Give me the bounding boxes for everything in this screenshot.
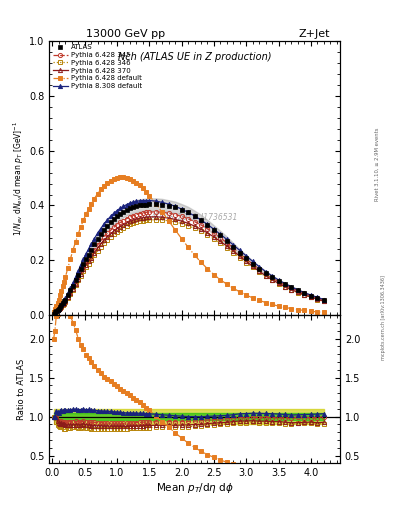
ATLAS <box>89 247 94 253</box>
Pythia 6.428 346 <box>79 272 83 279</box>
Line: Pythia 6.428 345: Pythia 6.428 345 <box>51 210 326 316</box>
Pythia 6.428 default <box>270 302 274 308</box>
Pythia 6.428 370 <box>309 294 313 300</box>
Pythia 6.428 346 <box>153 217 158 223</box>
Text: 13000 GeV pp: 13000 GeV pp <box>86 29 165 39</box>
Pythia 8.308 default <box>89 241 94 247</box>
ATLAS <box>321 297 326 303</box>
Pythia 6.428 345 <box>89 252 94 258</box>
Pythia 6.428 346 <box>309 294 313 301</box>
Text: ATLAS_2019_I1736531: ATLAS_2019_I1736531 <box>151 212 238 221</box>
Pythia 6.428 370 <box>153 214 158 220</box>
ATLAS <box>147 201 152 207</box>
Line: Pythia 6.428 370: Pythia 6.428 370 <box>51 215 326 316</box>
Line: Pythia 6.428 default: Pythia 6.428 default <box>51 175 326 314</box>
ATLAS <box>51 311 56 317</box>
Pythia 6.428 345 <box>270 275 274 281</box>
Legend: ATLAS, Pythia 6.428 345, Pythia 6.428 346, Pythia 6.428 370, Pythia 6.428 defaul: ATLAS, Pythia 6.428 345, Pythia 6.428 34… <box>51 43 143 91</box>
Pythia 6.428 default <box>51 309 56 315</box>
Pythia 8.308 default <box>309 292 313 298</box>
Pythia 6.428 346 <box>134 219 139 225</box>
Pythia 6.428 345 <box>321 297 326 303</box>
Pythia 6.428 default <box>309 308 313 314</box>
ATLAS <box>134 203 139 209</box>
Pythia 6.428 345 <box>309 293 313 299</box>
Pythia 6.428 345 <box>115 222 119 228</box>
Y-axis label: Ratio to ATLAS: Ratio to ATLAS <box>17 358 26 420</box>
ATLAS <box>79 266 83 272</box>
Pythia 6.428 default <box>79 224 83 230</box>
X-axis label: Mean $p_{T}$/d$\eta$ d$\phi$: Mean $p_{T}$/d$\eta$ d$\phi$ <box>156 481 233 495</box>
Pythia 6.428 345 <box>153 209 158 215</box>
Pythia 8.308 default <box>51 311 56 317</box>
Pythia 6.428 346 <box>321 298 326 305</box>
Line: ATLAS: ATLAS <box>51 202 326 316</box>
Pythia 6.428 370 <box>79 271 83 277</box>
Text: mcplots.cern.ch [arXiv:1306.3436]: mcplots.cern.ch [arXiv:1306.3436] <box>381 275 386 360</box>
Pythia 6.428 346 <box>89 257 94 263</box>
ATLAS <box>309 293 313 299</box>
Text: Rivet 3.1.10, ≥ 2.9M events: Rivet 3.1.10, ≥ 2.9M events <box>375 127 380 201</box>
Pythia 6.428 370 <box>270 276 274 283</box>
Pythia 8.308 default <box>134 198 139 204</box>
Pythia 6.428 345 <box>51 311 56 317</box>
Pythia 6.428 default <box>321 309 326 315</box>
Pythia 8.308 default <box>270 273 274 279</box>
Pythia 6.428 345 <box>134 211 139 218</box>
Text: Nch (ATLAS UE in Z production): Nch (ATLAS UE in Z production) <box>118 52 271 62</box>
Line: Pythia 8.308 default: Pythia 8.308 default <box>51 199 326 316</box>
Pythia 8.308 default <box>79 262 83 268</box>
Text: Z+Jet: Z+Jet <box>299 29 330 39</box>
Pythia 6.428 default <box>89 201 94 207</box>
Y-axis label: $1/N_{ev}$ d$N_{ev}$/d mean $p_{T}$ [GeV]$^{-1}$: $1/N_{ev}$ d$N_{ev}$/d mean $p_{T}$ [GeV… <box>12 120 26 236</box>
Pythia 6.428 346 <box>270 278 274 284</box>
Pythia 6.428 default <box>115 175 119 181</box>
Line: Pythia 6.428 346: Pythia 6.428 346 <box>51 218 326 316</box>
Pythia 8.308 default <box>321 296 326 303</box>
Pythia 6.428 default <box>137 182 142 188</box>
ATLAS <box>115 214 119 220</box>
Pythia 8.308 default <box>140 198 145 204</box>
Pythia 6.428 370 <box>115 226 119 232</box>
Pythia 8.308 default <box>115 207 119 214</box>
Pythia 6.428 346 <box>115 229 119 235</box>
Pythia 6.428 345 <box>79 269 83 275</box>
Pythia 6.428 370 <box>321 298 326 304</box>
Pythia 6.428 346 <box>51 311 56 317</box>
ATLAS <box>270 274 274 281</box>
Pythia 6.428 370 <box>134 216 139 222</box>
Pythia 6.428 370 <box>51 311 56 317</box>
Pythia 6.428 370 <box>89 254 94 261</box>
Pythia 6.428 default <box>118 174 123 180</box>
